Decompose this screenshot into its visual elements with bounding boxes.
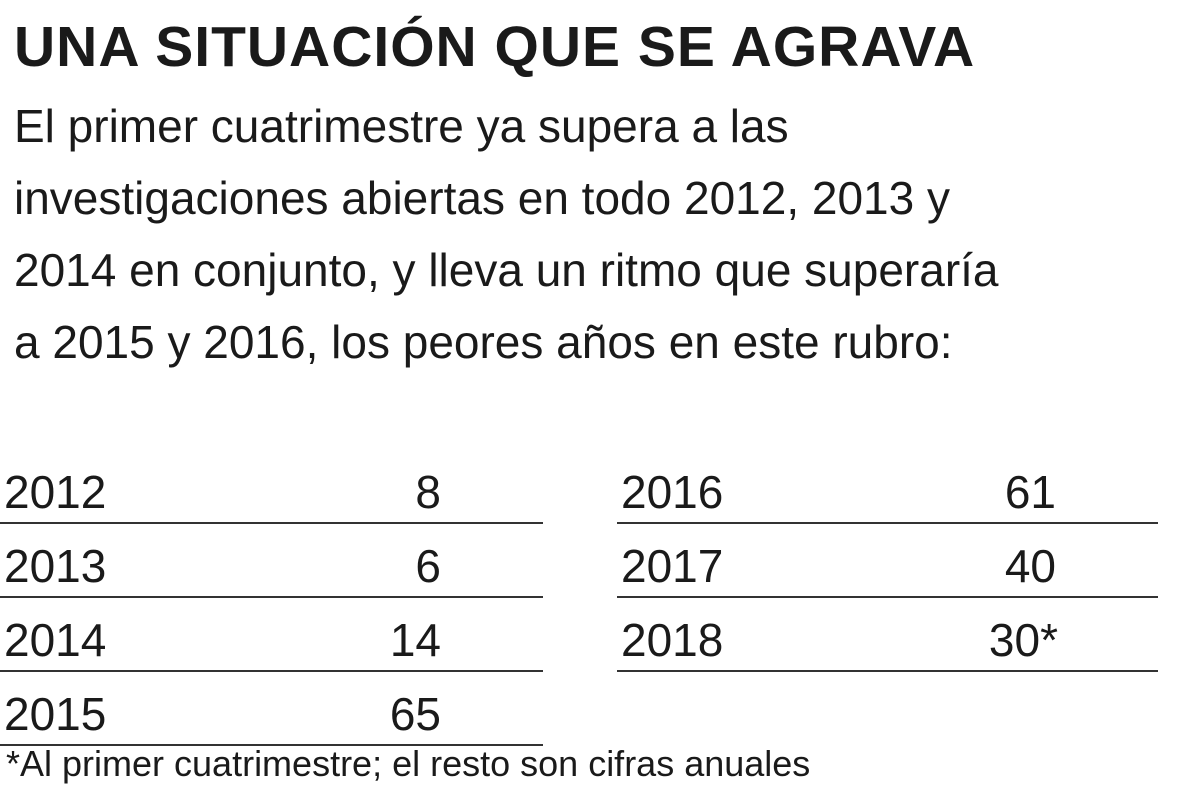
year-cell: 2018 <box>621 614 724 666</box>
subtitle-line: a 2015 y 2016, los peores años en este r… <box>14 316 953 368</box>
value-cell: 8 <box>415 466 441 518</box>
table-row: 2015 65 <box>0 674 543 746</box>
year-cell: 2013 <box>4 540 107 592</box>
value-cell: 61 <box>1004 466 1056 518</box>
footnote: *Al primer cuatrimestre; el resto son ci… <box>6 743 811 784</box>
year-cell: 2017 <box>621 540 724 592</box>
value-cell: 65 <box>389 688 441 740</box>
value-cell: 30* <box>988 614 1058 666</box>
value-cell: 6 <box>415 540 441 592</box>
table-row: 2017 40 <box>617 526 1158 598</box>
year-cell: 2016 <box>621 466 724 518</box>
table-row: 2012 8 <box>0 452 543 524</box>
table-row: 2013 6 <box>0 526 543 598</box>
year-cell: 2014 <box>4 614 107 666</box>
table-row: 2016 61 <box>617 452 1158 524</box>
value-cell: 40 <box>1004 540 1056 592</box>
table-row: 2014 14 <box>0 600 543 672</box>
year-cell: 2012 <box>4 466 107 518</box>
year-cell: 2015 <box>4 688 107 740</box>
subtitle-line: El primer cuatrimestre ya supera a las <box>14 100 789 152</box>
value-cell: 14 <box>389 614 441 666</box>
title: UNA SITUACIÓN QUE SE AGRAVA <box>14 15 976 79</box>
table-row: 2018 30* <box>617 600 1158 672</box>
subtitle-line: 2014 en conjunto, y lleva un ritmo que s… <box>14 244 999 296</box>
subtitle-line: investigaciones abiertas en todo 2012, 2… <box>14 172 950 224</box>
